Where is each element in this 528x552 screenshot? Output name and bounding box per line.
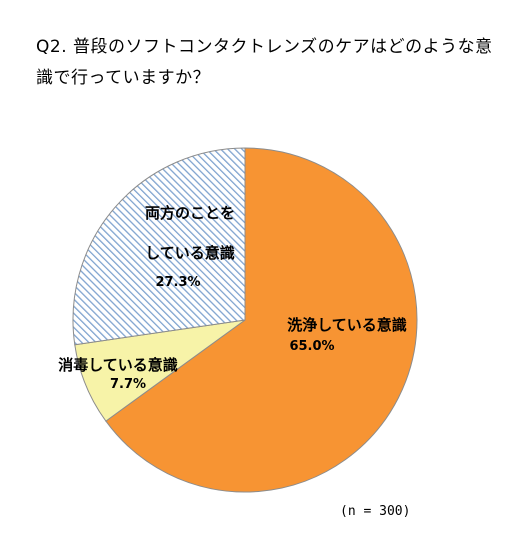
slice-value-label-0-1: 65.0% bbox=[289, 339, 334, 354]
sample-size-note: (n = 300) bbox=[340, 504, 410, 519]
slice-category-label-2-1: している意識 bbox=[145, 244, 235, 262]
slice-category-label-1-0: 消毒している意識 bbox=[58, 356, 178, 374]
slice-value-label-1-1: 7.7% bbox=[110, 377, 146, 392]
slice-value-label-2-2: 27.3% bbox=[155, 275, 200, 290]
slice-category-label-0-0: 洗浄している意識 bbox=[287, 316, 407, 334]
slice-category-label-2-0: 両方のことを bbox=[145, 204, 235, 222]
